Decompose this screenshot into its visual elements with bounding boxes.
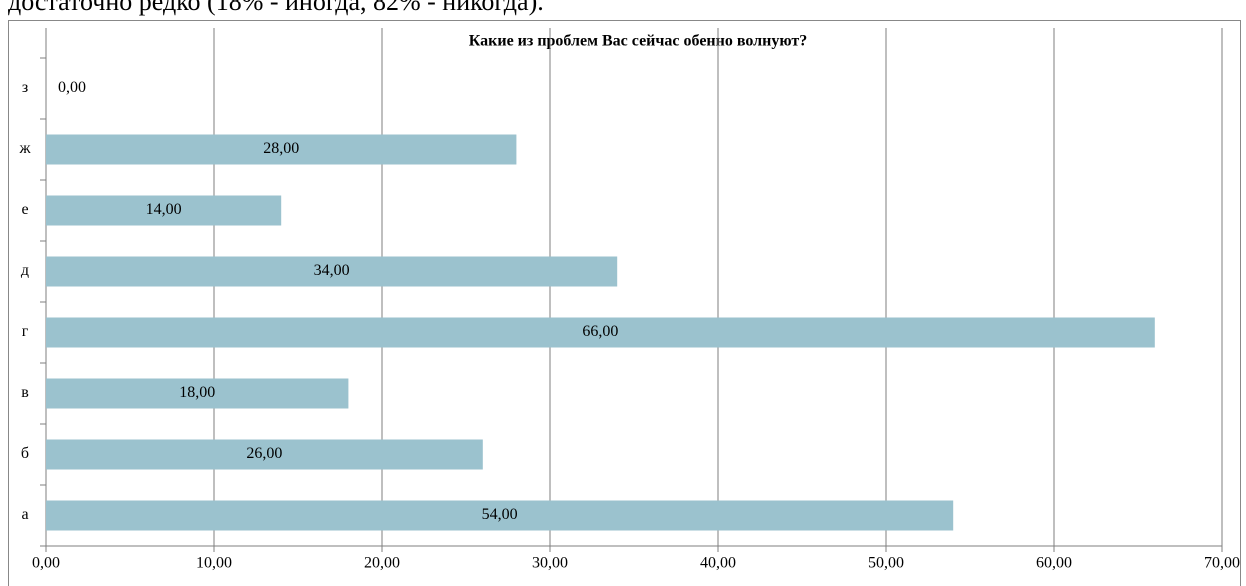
data-label: 66,00 — [582, 323, 618, 340]
y-tick-label: е — [21, 201, 28, 218]
x-tick-label: 40,00 — [700, 555, 736, 572]
x-tick-label: 50,00 — [868, 555, 904, 572]
x-tick-label: 10,00 — [196, 555, 232, 572]
x-tick-label: 30,00 — [532, 555, 568, 572]
data-label: 14,00 — [146, 201, 182, 218]
bar — [46, 500, 954, 531]
chart-title: Какие из проблем Вас сейчас обенно волну… — [469, 33, 808, 50]
data-label: 0,00 — [58, 79, 86, 96]
data-label: 26,00 — [246, 445, 282, 462]
bar — [46, 317, 1155, 348]
x-tick-label: 60,00 — [1036, 555, 1072, 572]
bar — [46, 256, 618, 287]
data-label: 54,00 — [482, 506, 518, 523]
bar — [46, 439, 483, 470]
x-tick-label: 70,00 — [1204, 555, 1240, 572]
bar — [46, 134, 517, 165]
bar — [46, 378, 349, 409]
caption: достаточно редко (18% - иногда, 82% - ни… — [8, 0, 544, 16]
y-tick-label: г — [22, 323, 29, 340]
data-label: 18,00 — [179, 384, 215, 401]
y-tick-label: а — [21, 506, 28, 523]
x-tick-label: 0,00 — [32, 555, 60, 572]
data-label: 34,00 — [314, 262, 350, 279]
y-tick-label: д — [21, 262, 29, 279]
y-tick-label: в — [21, 384, 29, 401]
y-tick-label: б — [21, 445, 29, 462]
data-label: 28,00 — [263, 140, 299, 157]
y-tick-label: ж — [18, 140, 31, 157]
x-tick-label: 20,00 — [364, 555, 400, 572]
bar — [46, 195, 282, 226]
y-tick-label: з — [22, 79, 28, 96]
